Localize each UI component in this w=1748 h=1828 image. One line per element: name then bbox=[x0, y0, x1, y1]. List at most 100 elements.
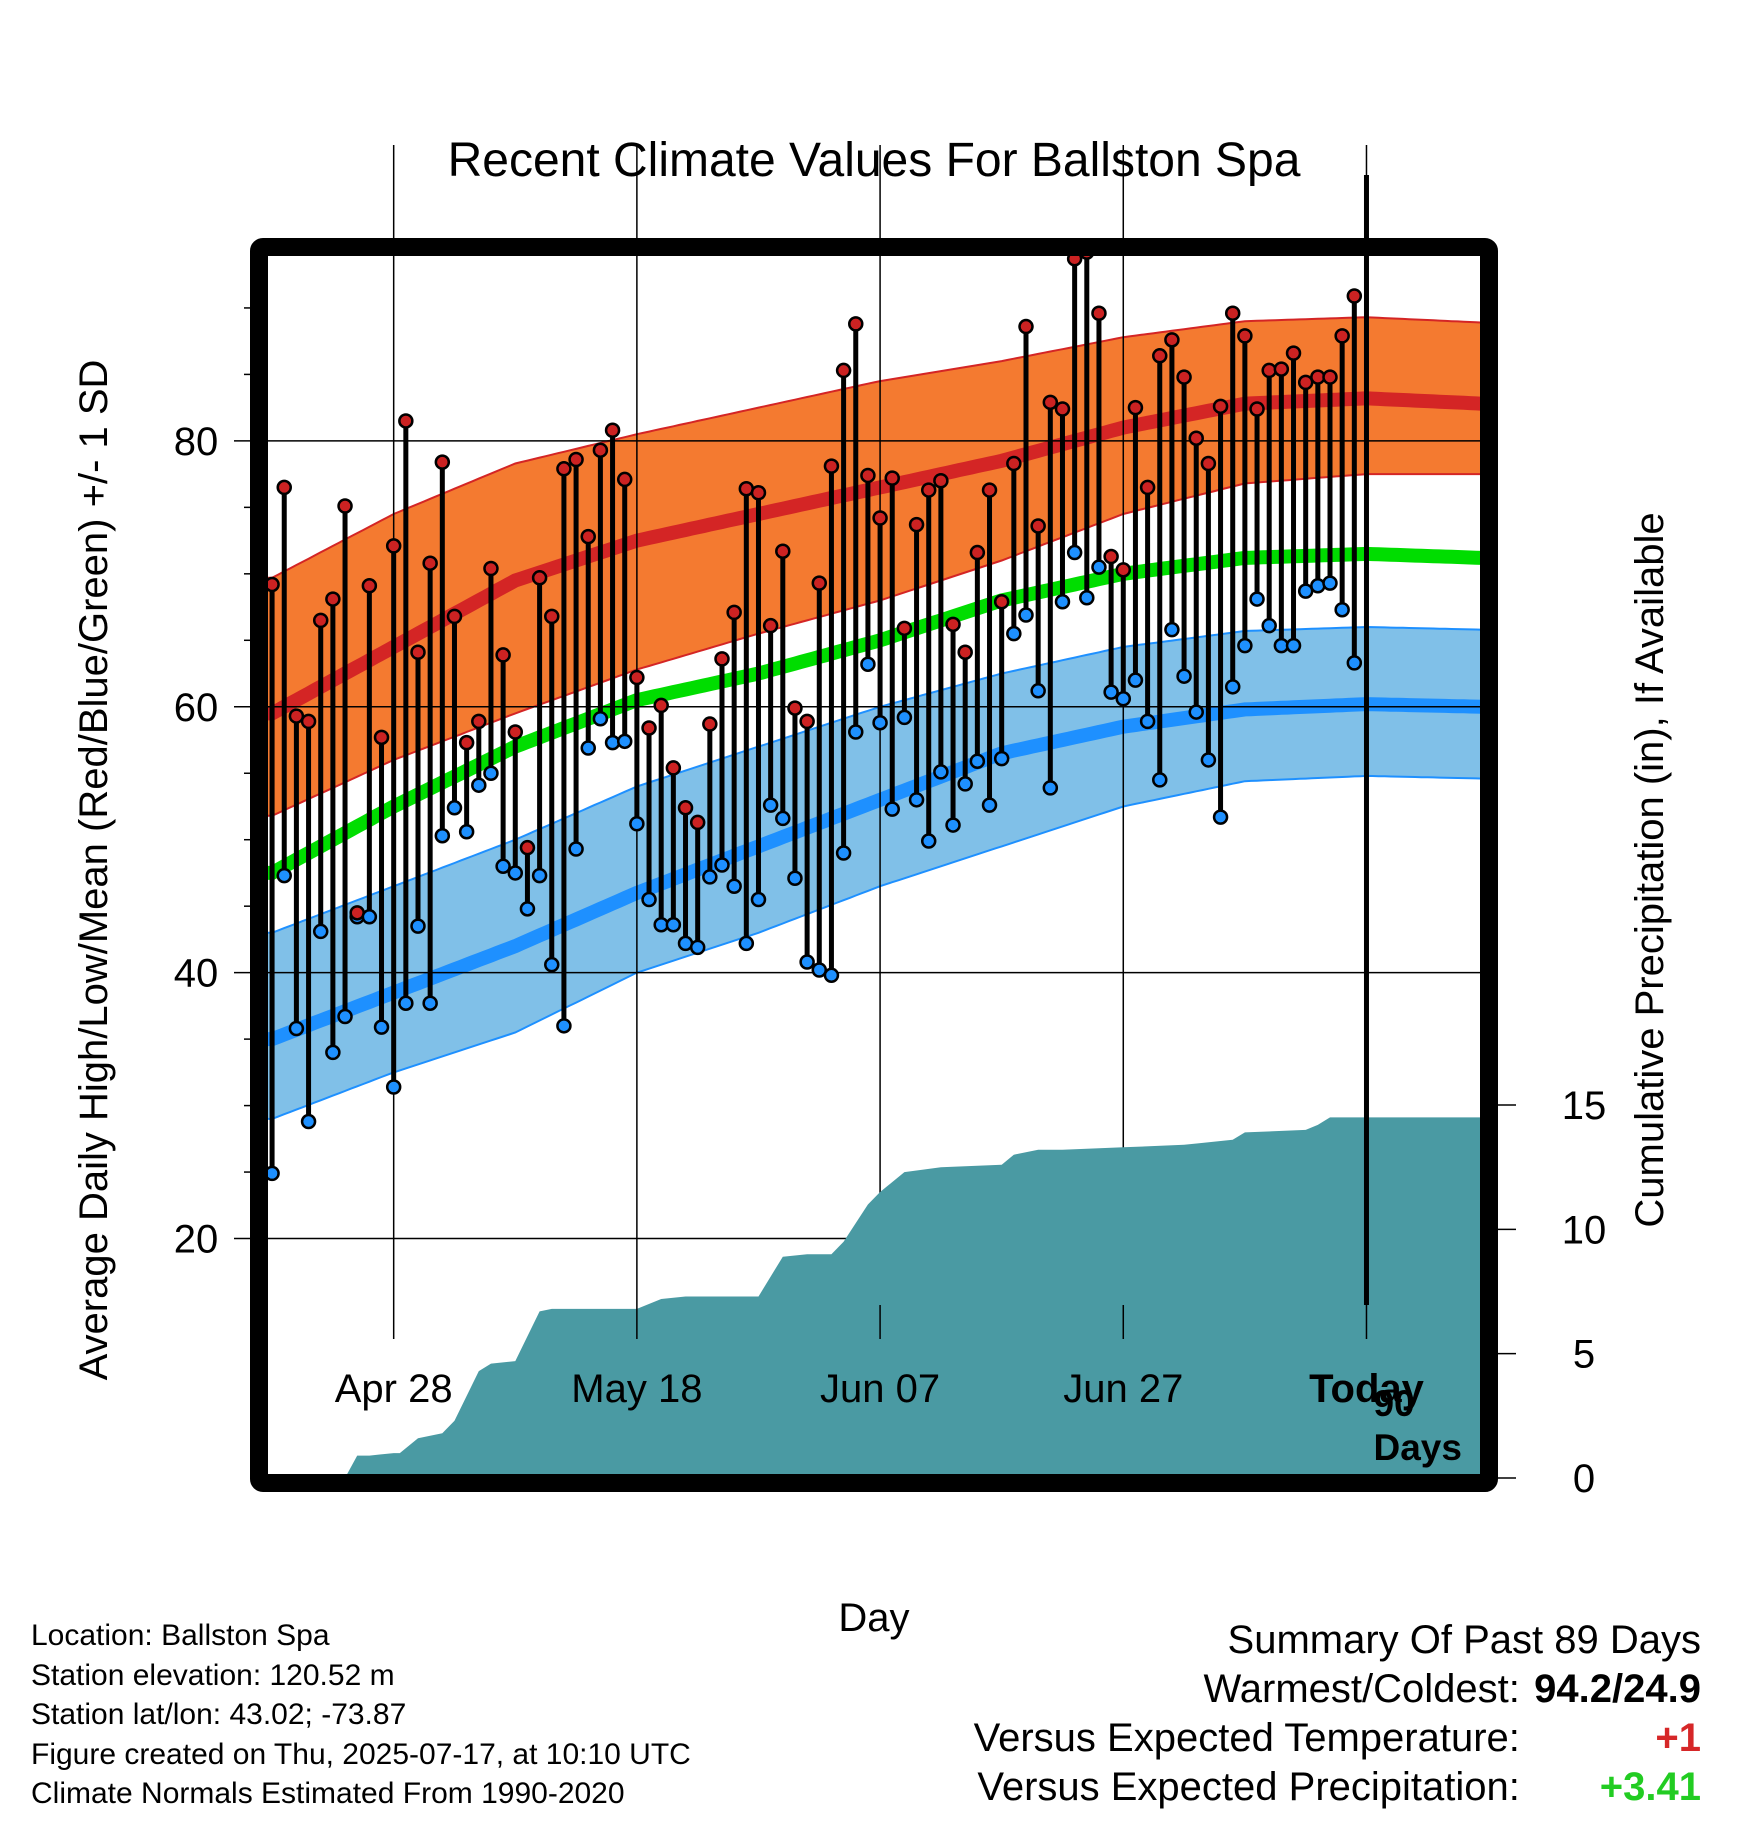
warmest-coldest-value: 94.2/24.9 bbox=[1534, 1667, 1701, 1711]
daily-high-point bbox=[580, 528, 596, 545]
daily-high-point bbox=[762, 617, 779, 634]
daily-high-point bbox=[288, 708, 305, 724]
daily-high-point bbox=[1322, 369, 1338, 385]
precip-area-group bbox=[266, 175, 1482, 1478]
daily-low-point bbox=[337, 1008, 353, 1025]
daily-low-point bbox=[933, 764, 949, 780]
normal-bands bbox=[265, 316, 1483, 1120]
y-tick-label: 60 bbox=[174, 686, 219, 730]
daily-high-point bbox=[969, 544, 986, 561]
daily-low-point bbox=[1091, 559, 1107, 575]
y2-axis-label: Cumulative Precipitation (in), If Availa… bbox=[1628, 512, 1672, 1227]
daily-high-point bbox=[1285, 345, 1302, 361]
x-tick-label: Apr 28 bbox=[335, 1367, 453, 1411]
daily-high-point bbox=[276, 479, 292, 496]
daily-high-point bbox=[325, 591, 341, 607]
daily-low-point bbox=[1079, 590, 1095, 606]
elevation-text: Station elevation: 120.52 m bbox=[31, 1658, 395, 1692]
daily-low-point bbox=[848, 724, 864, 740]
y-tick-label: 80 bbox=[174, 420, 219, 464]
latlon-text: Station lat/lon: 43.02; -73.87 bbox=[31, 1698, 407, 1731]
daily-low-point bbox=[1346, 655, 1363, 671]
x-axis-label: Day bbox=[838, 1596, 909, 1640]
station-info: Location: Ballston Spa Station elevation… bbox=[31, 1616, 691, 1814]
daily-high-point bbox=[361, 578, 378, 594]
daily-high-point bbox=[1030, 518, 1046, 534]
daily-low-point bbox=[580, 740, 596, 756]
daily-high-point bbox=[629, 669, 645, 686]
low-normal-line bbox=[266, 697, 1483, 1047]
daily-high-point bbox=[1273, 361, 1290, 377]
temp-vs-expected-row: Versus Expected Temperature: +1 bbox=[974, 1714, 1701, 1763]
daily-high-point bbox=[689, 814, 706, 831]
daily-low-point bbox=[1018, 607, 1034, 623]
daily-high-point bbox=[495, 647, 511, 663]
daily-low-point bbox=[945, 817, 961, 833]
y2-tick-label: 5 bbox=[1573, 1333, 1595, 1377]
daily-low-point bbox=[1103, 684, 1119, 700]
daily-low-point bbox=[325, 1044, 341, 1061]
plot-frame bbox=[250, 238, 1498, 1492]
daily-low-point bbox=[1139, 713, 1156, 730]
daily-high-point bbox=[422, 555, 438, 571]
daily-low-point bbox=[434, 827, 451, 844]
daily-high-point bbox=[604, 422, 621, 438]
daily-low-point bbox=[288, 1020, 305, 1037]
daily-low-point bbox=[458, 823, 475, 840]
daily-high-point bbox=[568, 451, 584, 468]
daily-low-point bbox=[1188, 704, 1204, 720]
daily-low-point bbox=[556, 1018, 572, 1034]
daily-high-point bbox=[385, 538, 402, 554]
daily-high-point bbox=[884, 470, 900, 486]
daily-high-point bbox=[519, 839, 536, 856]
daily-low-point bbox=[884, 801, 900, 817]
daily-high-point bbox=[410, 644, 426, 661]
daily-high-point bbox=[544, 608, 560, 625]
daily-high-point bbox=[1224, 305, 1241, 322]
daily-low-point bbox=[726, 878, 742, 894]
daily-low-point bbox=[592, 710, 609, 727]
daily-high-point bbox=[1334, 328, 1350, 344]
daily-high-point bbox=[373, 729, 390, 746]
daily-low-point bbox=[738, 935, 755, 952]
daily-low-point bbox=[799, 954, 815, 970]
daily-low-point bbox=[483, 765, 499, 781]
daily-high-point bbox=[1115, 562, 1132, 578]
plot-area bbox=[264, 175, 1483, 1478]
daily-high-point bbox=[1042, 394, 1059, 411]
daily-low-point bbox=[823, 967, 840, 984]
daily-high-point bbox=[908, 516, 925, 533]
daily-high-point bbox=[702, 716, 718, 732]
daily-high-point bbox=[981, 482, 998, 498]
daily-high-point bbox=[446, 608, 463, 625]
daily-low-point bbox=[385, 1079, 402, 1095]
precip-area bbox=[266, 1117, 1482, 1478]
y-tick-label: 40 bbox=[174, 952, 219, 996]
daily-high-point bbox=[337, 498, 353, 514]
daily-high-point bbox=[811, 575, 828, 591]
daily-high-point bbox=[458, 734, 475, 751]
daily-low-point bbox=[993, 750, 1010, 767]
daily-high-point bbox=[1297, 374, 1314, 391]
daily-low-point bbox=[1054, 593, 1071, 610]
y-axis-label: Average Daily High/Low/Mean (Red/Blue/Gr… bbox=[72, 360, 116, 1381]
daily-high-point bbox=[507, 724, 524, 740]
daily-high-point bbox=[641, 720, 657, 736]
daily-high-point bbox=[1054, 401, 1071, 417]
daily-low-point bbox=[495, 858, 511, 875]
daily-high-point bbox=[823, 458, 840, 474]
daily-high-point bbox=[872, 510, 888, 526]
daily-low-point bbox=[1334, 601, 1350, 618]
daily-low-point bbox=[1066, 544, 1083, 561]
daily-low-point bbox=[702, 869, 718, 885]
daily-low-point bbox=[1152, 772, 1168, 788]
daily-low-point bbox=[1285, 637, 1302, 654]
daily-high-point bbox=[787, 700, 803, 716]
normals-text: Climate Normals Estimated From 1990-2020 bbox=[31, 1777, 625, 1810]
daily-low-point bbox=[860, 656, 876, 672]
daily-low-point bbox=[1249, 591, 1265, 607]
daily-high-point bbox=[1127, 399, 1144, 416]
daily-low-point bbox=[775, 810, 791, 827]
daily-low-point bbox=[544, 956, 560, 973]
